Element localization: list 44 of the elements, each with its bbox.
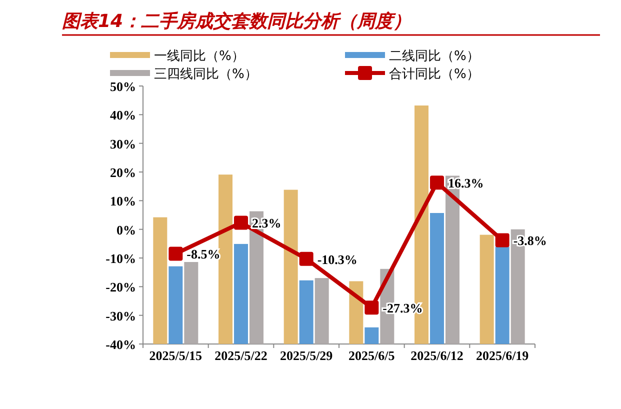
x-tick-label: 2025/6/5: [348, 348, 396, 363]
y-tick-label: -40%: [106, 337, 136, 352]
point: [430, 176, 444, 190]
y-tick-label: -20%: [106, 280, 136, 295]
y-tick-label: 50%: [110, 79, 136, 94]
point: [168, 246, 183, 261]
legend-label: 三四线同比（%）: [154, 67, 258, 82]
bar: [495, 246, 510, 344]
y-tick-label: 20%: [110, 165, 136, 180]
legend-label: 一线同比（%）: [154, 49, 244, 64]
bar: [184, 262, 198, 344]
x-tick-label: 2025/5/22: [214, 348, 268, 363]
bar: [284, 190, 298, 344]
bar: [299, 280, 314, 344]
y-tick-label: 0%: [116, 222, 136, 238]
bar: [218, 174, 232, 344]
y-tick-label: 40%: [110, 108, 136, 123]
point: [234, 216, 248, 230]
data-label: 2.3%: [252, 216, 282, 231]
bar: [349, 281, 364, 344]
y-tick-label: 10%: [110, 194, 136, 209]
y-tick-label: -10%: [106, 251, 136, 266]
bar: [364, 327, 379, 344]
bar: [234, 244, 248, 344]
bar: [153, 217, 168, 344]
y-tick-label: 30%: [110, 136, 136, 152]
bar: [430, 212, 444, 344]
legend-label: 合计同比（%）: [389, 67, 480, 82]
bar: [480, 234, 494, 344]
x-tick-label: 2025/6/12: [410, 348, 464, 363]
data-label: -3.8%: [513, 233, 547, 248]
x-tick-label: 2025/5/15: [149, 348, 203, 363]
point: [299, 252, 314, 266]
data-label: -10.3%: [317, 252, 358, 267]
x-tick-label: 2025/6/19: [476, 348, 530, 363]
bar: [168, 266, 183, 344]
legend-label: 二线同比（%）: [389, 49, 480, 64]
point: [364, 300, 379, 315]
x-tick-label: 2025/5/29: [280, 348, 334, 363]
point: [495, 233, 510, 248]
data-label: 16.3%: [448, 176, 484, 191]
y-tick-label: -30%: [106, 308, 136, 324]
bar: [314, 278, 329, 344]
chart-title: 图表14：二手房成交套数同比分析（周度）: [62, 11, 412, 32]
